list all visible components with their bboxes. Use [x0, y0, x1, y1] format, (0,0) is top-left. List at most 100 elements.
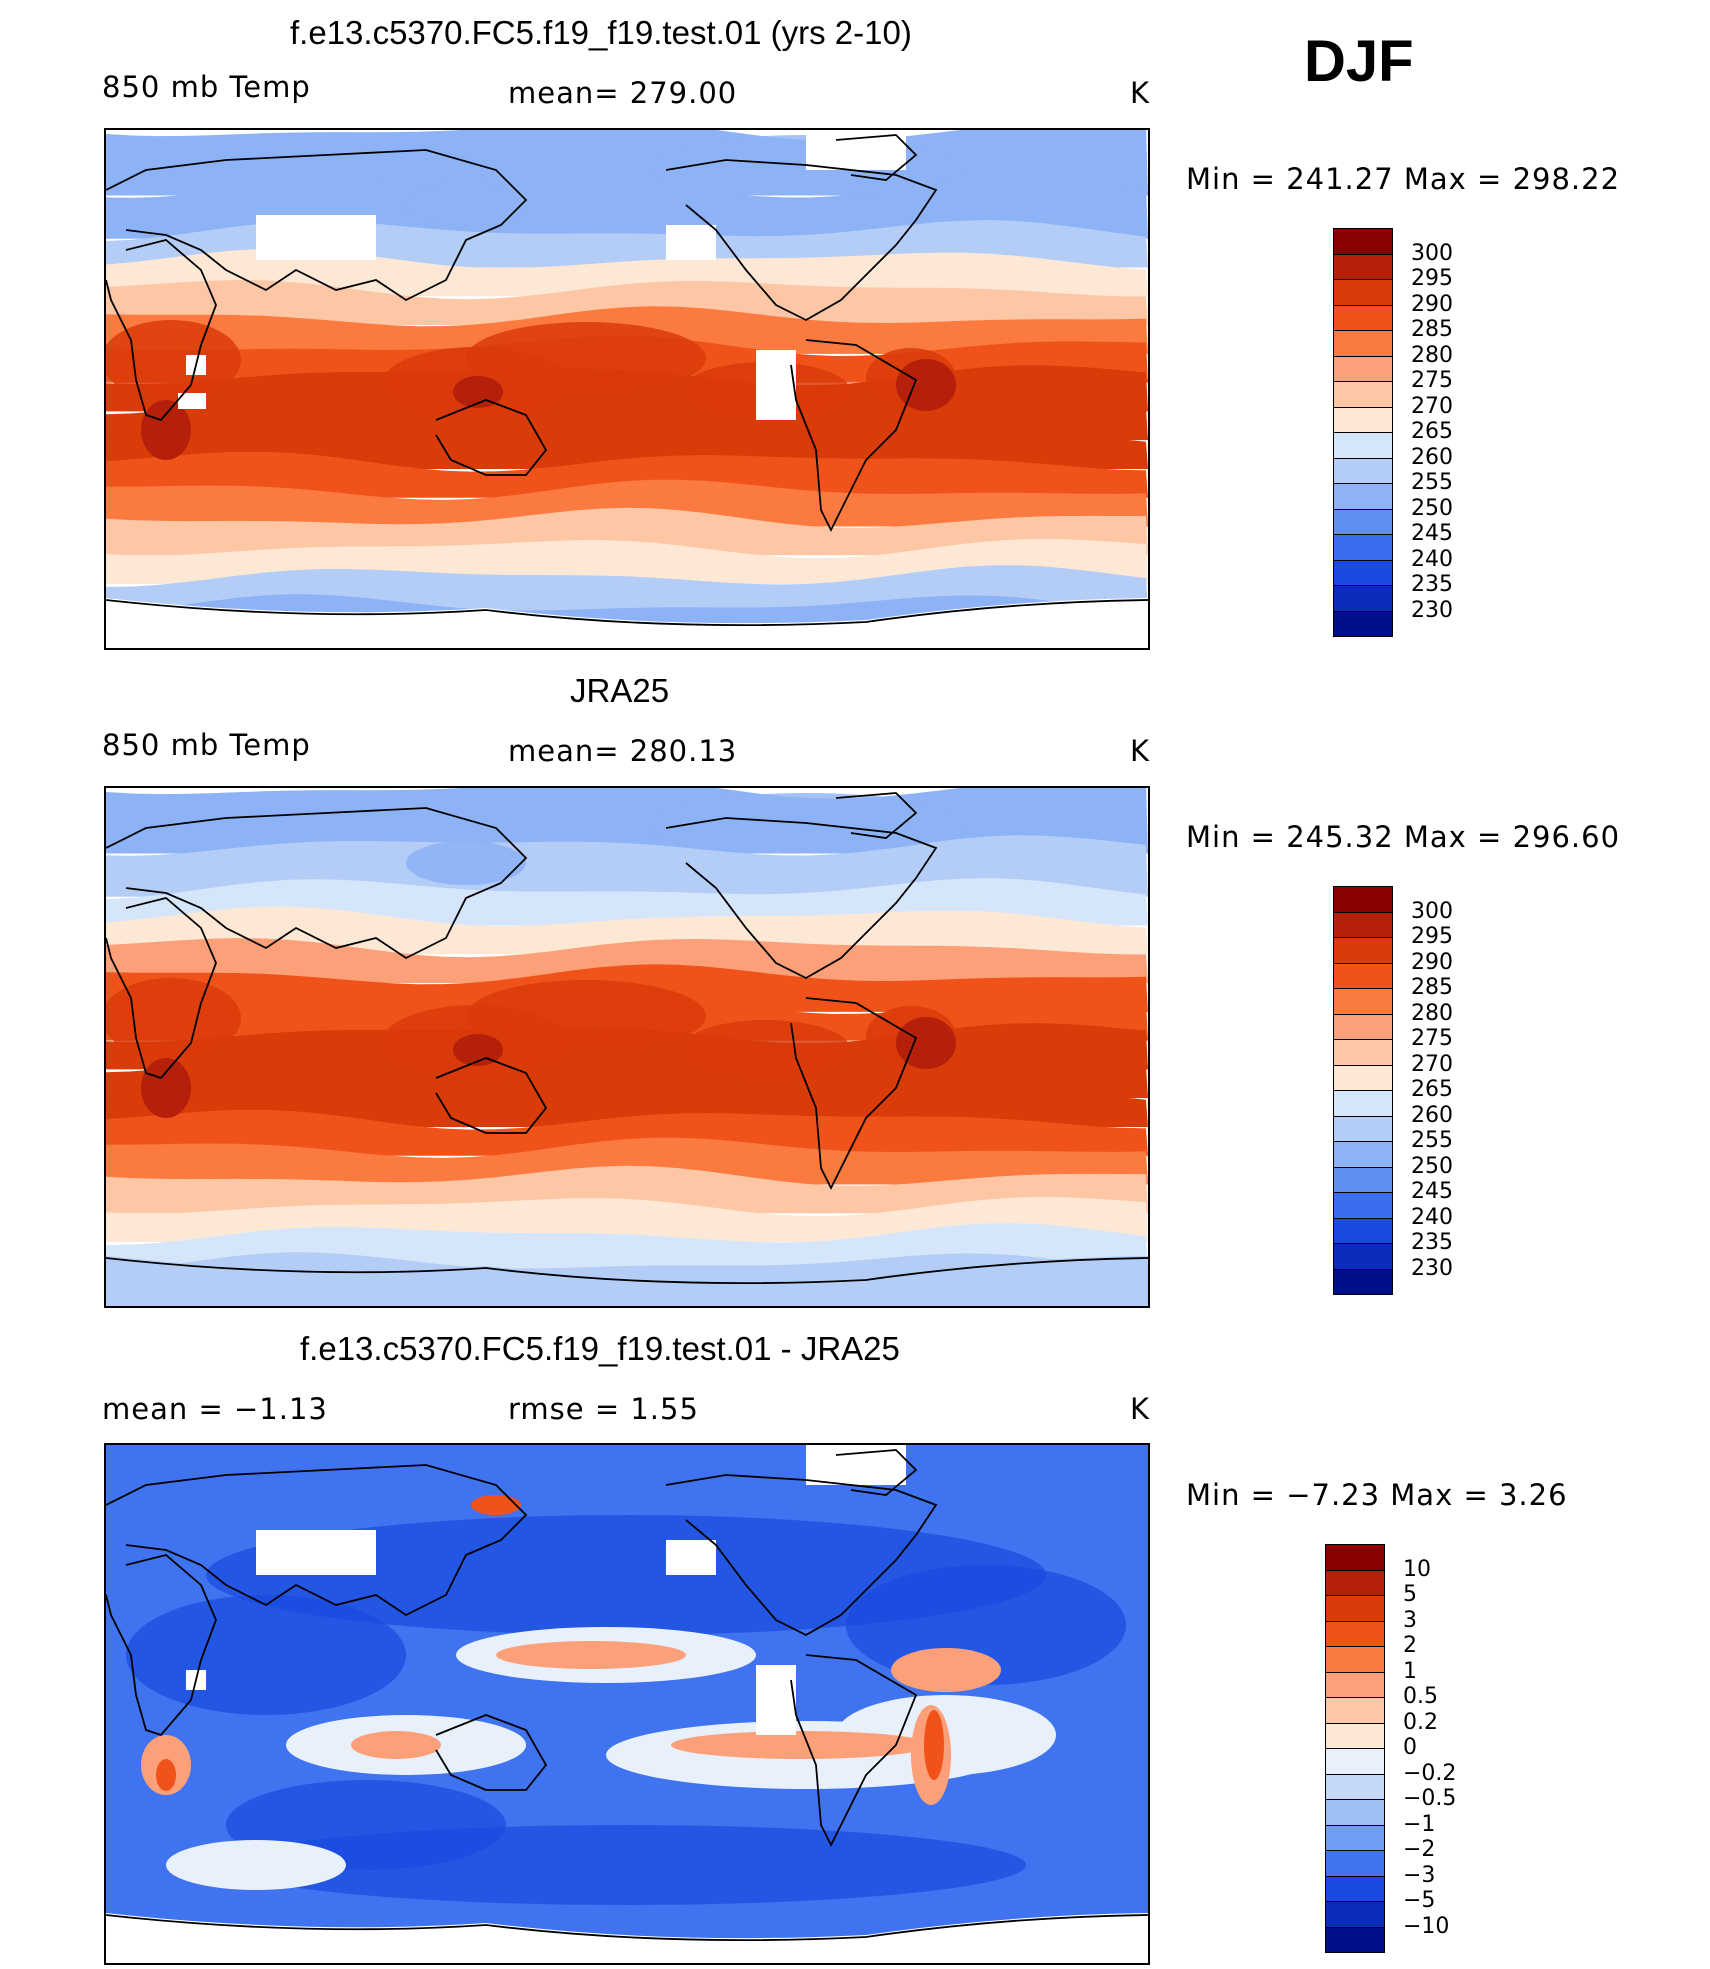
- colorbar-tick-label: 245: [1411, 1179, 1453, 1204]
- hot-region: [453, 376, 503, 408]
- strong-negative-region: [226, 1825, 1026, 1905]
- temperature-band: [106, 280, 1148, 326]
- coastline: [835, 1449, 918, 1496]
- panel-title: f.e13.c5370.FC5.f19_f19.test.01 (yrs 2-1…: [290, 14, 912, 51]
- colorbar-swatch: [1333, 432, 1393, 459]
- colorbar-swatch: [1333, 534, 1393, 561]
- hot-region: [896, 1017, 956, 1069]
- warm-region: [106, 978, 241, 1058]
- colorbar-tick-label: 0.2: [1403, 1709, 1438, 1735]
- colorbar-swatch: [1333, 1090, 1393, 1117]
- colorbar-tick-label: −5: [1403, 1888, 1436, 1913]
- colorbar-swatch: [1333, 610, 1393, 637]
- difference-map: [104, 1443, 1150, 1965]
- min-max-label: Min = 241.27 Max = 298.22: [1186, 162, 1621, 196]
- colorbar-tick-label: 290: [1411, 291, 1453, 317]
- colorbar-tick-label: 2: [1403, 1633, 1417, 1658]
- warm-region: [106, 320, 241, 400]
- coastline: [106, 1257, 1148, 1285]
- strong-negative-region: [126, 1595, 406, 1715]
- colorbar-tick-label: 250: [1411, 1153, 1453, 1179]
- near-zero-region: [166, 1840, 346, 1890]
- colorbar-tick-label: 280: [1411, 342, 1453, 368]
- coastline: [435, 399, 548, 476]
- temperature-band: [106, 1079, 1148, 1127]
- colorbar-swatch: [1325, 1799, 1385, 1826]
- coastline: [665, 159, 938, 322]
- colorbar-swatch: [1333, 886, 1393, 913]
- units-label: K: [1130, 76, 1151, 110]
- missing-data-region: [756, 350, 796, 420]
- strong-negative-region: [206, 1515, 1046, 1635]
- colorbar-swatch: [1333, 1243, 1393, 1270]
- colorbar-tick-label: −10: [1403, 1913, 1450, 1939]
- colorbar-swatch: [1325, 1620, 1385, 1647]
- temperature-band: [106, 248, 1148, 297]
- colorbar-swatch: [1333, 1268, 1393, 1295]
- colorbar-tick-label: 280: [1411, 1000, 1453, 1026]
- colorbar-tick-label: 300: [1411, 898, 1453, 924]
- warm-region: [681, 1020, 851, 1080]
- colorbar-swatch: [1333, 457, 1393, 484]
- missing-data-region: [256, 215, 376, 260]
- colorbar-tick-label: −1: [1403, 1811, 1436, 1837]
- colorbar-swatch: [1333, 1217, 1393, 1244]
- colorbar-swatch: [1333, 1115, 1393, 1142]
- strong-positive-region: [156, 1759, 176, 1791]
- min-max-label: Min = −7.23 Max = 3.26: [1186, 1478, 1568, 1512]
- units-label: K: [1130, 734, 1151, 768]
- hot-region: [896, 359, 956, 411]
- colorbar-swatch: [1333, 228, 1393, 255]
- colorbar-tick-label: 235: [1411, 1230, 1453, 1255]
- colorbar-swatch: [1333, 1064, 1393, 1091]
- colorbar-tick-label: −0.2: [1403, 1760, 1457, 1786]
- colorbar-swatch: [1325, 1569, 1385, 1596]
- missing-data-region: [666, 1540, 716, 1575]
- colorbar-tick-label: 260: [1411, 1102, 1453, 1128]
- colorbar-tick-label: 275: [1411, 1026, 1453, 1051]
- colorbar-swatch: [1325, 1773, 1385, 1800]
- colorbar-tick-label: 300: [1411, 240, 1453, 266]
- units-label: K: [1130, 1392, 1151, 1426]
- colorbar-tick-label: 240: [1411, 546, 1453, 572]
- mean-label: mean = −1.13: [102, 1392, 328, 1426]
- colorbar-tick-label: 245: [1411, 521, 1453, 546]
- colorbar-swatch: [1325, 1671, 1385, 1698]
- colorbar-swatch: [1333, 1166, 1393, 1193]
- cold-region: [406, 183, 526, 227]
- colorbar-swatch: [1333, 585, 1393, 612]
- colorbar-swatch: [1325, 1697, 1385, 1724]
- colorbar-tick-label: 250: [1411, 495, 1453, 521]
- colorbar-swatch: [1333, 508, 1393, 535]
- colorbar-tick-label: −0.5: [1403, 1786, 1457, 1811]
- panel-title: JRA25: [570, 672, 670, 709]
- colorbar-tick-label: 275: [1411, 368, 1453, 393]
- colorbar-tick-label: 10: [1403, 1556, 1431, 1582]
- colorbar-tick-label: 270: [1411, 1051, 1453, 1077]
- colorbar-swatch: [1325, 1926, 1385, 1953]
- observed-temperature-map: [104, 786, 1150, 1308]
- colorbar-tick-label: −3: [1403, 1862, 1436, 1888]
- colorbar-tick-label: 285: [1411, 317, 1453, 342]
- colorbar-tick-label: 295: [1411, 266, 1453, 291]
- colorbar-swatch: [1325, 1875, 1385, 1902]
- colorbar-tick-label: 285: [1411, 975, 1453, 1000]
- coastline: [106, 1914, 1148, 1942]
- colorbar-tick-label: −2: [1403, 1837, 1436, 1862]
- colorbar-tick-label: 295: [1411, 924, 1453, 949]
- coastline: [106, 1554, 217, 1737]
- temperature-band: [106, 507, 1148, 556]
- warm-region: [466, 980, 706, 1052]
- colorbar-tick-label: 265: [1411, 419, 1453, 444]
- colorbar-tick-label: 265: [1411, 1077, 1453, 1102]
- colorbar-tick-label: 270: [1411, 393, 1453, 419]
- missing-data-region: [178, 393, 206, 409]
- colorbar-swatch: [1333, 1192, 1393, 1219]
- colorbar-swatch: [1325, 1748, 1385, 1775]
- temperature-band: [106, 451, 1148, 498]
- colorbar-swatch: [1325, 1595, 1385, 1622]
- coastline: [665, 1474, 938, 1637]
- strong-positive-region: [471, 1495, 521, 1515]
- temperature-band: [106, 421, 1148, 469]
- colorbar-tick-label: 260: [1411, 444, 1453, 470]
